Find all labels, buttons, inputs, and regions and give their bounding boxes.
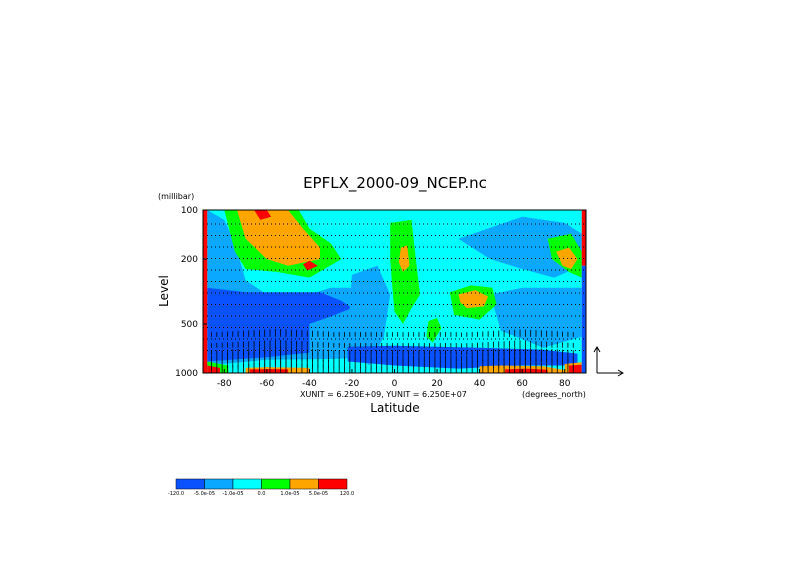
y-tick-label: 1000 [175,369,198,379]
colorbar-swatch [175,478,205,490]
field-region-26 [569,364,582,373]
colorbar-swatch [204,478,234,490]
colorbar: -120.0 -5.0e-05 -1.0e-05 0.0 1.0e-05 5.0e-05 1… [168,478,354,497]
field-region-24 [505,368,548,373]
x-tick-label: -80 [217,379,232,389]
x-tick-label: -60 [259,379,274,389]
y-tick-label: 500 [181,320,198,330]
x-tick-label: -20 [345,379,360,389]
reference-y-arrowhead [593,346,601,353]
field-region-3 [347,265,391,366]
filled-contour-field [203,210,586,373]
x-tick-label: 80 [559,379,571,389]
colorbar-swatch [289,478,319,490]
x-tick-label: 40 [474,379,486,389]
x-axis-title: Latitude [370,401,419,415]
y-tick-label: 200 [181,255,198,265]
field-region-28 [581,210,586,266]
colorbar-label: 120.0 [340,491,354,497]
colorbar-label: -5.0e-05 [194,491,215,497]
field-region-14 [426,318,442,343]
field-region-10 [254,210,272,220]
field-region-29 [581,265,586,373]
x-tick-label: 60 [516,379,528,389]
colorbar-swatch [261,478,291,490]
x-axis: -80 -60 -40 -20 0 20 40 60 80 [217,369,571,389]
colorbar-swatch [318,478,348,490]
field-region-16 [458,290,489,309]
x-tick-label: 20 [431,379,443,389]
reference-vector-arrows [593,346,624,377]
field-region-6 [490,287,582,348]
y-unit-label: (millibar) [158,192,194,201]
y-axis: 100 200 500 1000 [175,206,207,379]
colorbar-label: 0.0 [258,491,266,497]
field-region-12 [390,219,420,324]
colorbar-label: -120.0 [168,491,184,497]
vector-units-label: XUNIT = 6.250E+09, YUNIT = 6.250E+07 [300,390,467,399]
field-region-18 [556,247,578,269]
colorbar-label: -1.0e-05 [223,491,244,497]
field-region-11 [303,260,318,271]
reference-x-arrowhead [617,369,624,377]
chart-title: EPFLX_2000-09_NCEP.nc [303,174,487,193]
colorbar-label: 1.0e-05 [280,491,299,497]
field-region-27 [203,210,208,373]
x-tick-label: 0 [392,379,398,389]
field-region-13 [398,245,410,272]
x-unit-label: (degrees_north) [522,390,586,399]
y-axis-title: Level [157,275,171,307]
colorbar-swatch [232,478,262,490]
colorbar-label: 5.0e-05 [309,491,328,497]
y-tick-label: 100 [181,206,198,216]
field-region-20 [249,369,289,373]
x-tick-label: -40 [302,379,317,389]
flux-vectors [211,328,574,373]
